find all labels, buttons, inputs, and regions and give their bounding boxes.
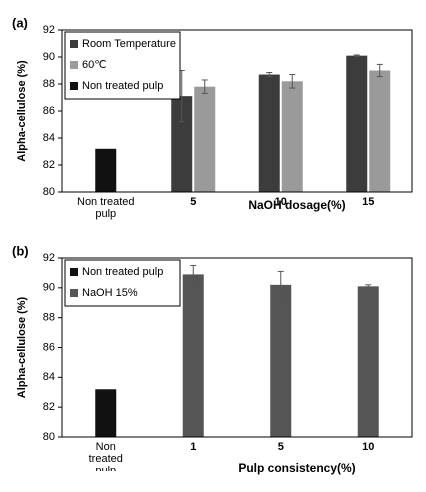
legend-box	[64, 31, 181, 100]
y-tick-label: 80	[43, 186, 55, 198]
y-tick-label: 84	[43, 132, 55, 144]
error-bar	[376, 63, 383, 78]
legend-box	[64, 259, 181, 307]
error-bar	[201, 79, 208, 94]
x-tick-label: Non treated pulp	[77, 196, 135, 220]
x-tick-label-box: Non treated pulp	[88, 441, 123, 471]
legend-label: NaOH 15%	[82, 287, 138, 299]
legend-label: Non treated pulp	[82, 266, 163, 278]
y-tick-label: 88	[43, 78, 55, 90]
x-tick-label: 5	[190, 196, 197, 208]
y-tick-label: 92	[43, 24, 55, 36]
x-axis-label: NaOH dosage(%)	[248, 198, 345, 212]
y-tick-label: 82	[43, 401, 55, 413]
x-tick-label: 10	[362, 441, 375, 453]
legend-swatch	[70, 40, 78, 48]
bar	[171, 96, 193, 192]
x-tick-label-box: 5	[277, 441, 284, 453]
y-tick-label: 84	[43, 371, 55, 383]
x-tick-label: 15	[362, 196, 375, 208]
y-tick-label: 90	[43, 51, 55, 63]
bar	[182, 274, 204, 437]
bar	[95, 389, 117, 437]
error-bar	[365, 284, 372, 289]
legend-label: Room Temperature	[82, 38, 176, 50]
legend-label: Non treated pulp	[82, 80, 163, 92]
legend-swatch	[70, 61, 78, 69]
x-tick-label-box: 10	[362, 441, 375, 453]
y-tick-label: 86	[43, 105, 55, 117]
x-tick-label: 10	[274, 196, 287, 208]
plot-frame	[61, 257, 413, 438]
y-axis-label: Alpha-cellulose (%)	[16, 60, 28, 162]
legend-swatch	[70, 82, 78, 90]
x-tick-label: 1	[190, 441, 197, 453]
x-tick-label-box: 15	[362, 196, 375, 208]
y-tick-label: 92	[43, 252, 55, 264]
y-tick-label: 86	[43, 341, 55, 353]
error-bar	[277, 270, 284, 299]
y-axis-label: Alpha-cellulose (%)	[16, 296, 28, 398]
y-tick-label: 80	[43, 431, 55, 443]
x-tick-label-box: Non treated pulp	[77, 196, 135, 220]
x-tick-label-box: 10	[274, 196, 287, 208]
panel-label: (a)	[12, 15, 28, 30]
x-tick-label-box: 5	[190, 196, 197, 208]
error-bar	[289, 74, 296, 89]
error-bar	[353, 54, 360, 57]
x-tick-label: 5	[277, 441, 284, 453]
bar	[369, 70, 391, 192]
error-bar	[190, 264, 197, 284]
panel-label: (b)	[12, 243, 29, 258]
legend-swatch	[70, 268, 78, 276]
bar	[281, 81, 303, 192]
error-bar	[266, 72, 273, 78]
y-tick-label: 88	[43, 312, 55, 324]
x-axis-label: Pulp consistency(%)	[238, 461, 355, 475]
legend-label: 60℃	[82, 59, 107, 71]
legend-swatch	[70, 289, 78, 297]
bar	[357, 286, 379, 437]
bar	[270, 284, 292, 437]
x-tick-label-box: 1	[190, 441, 197, 453]
y-tick-label: 90	[43, 282, 55, 294]
bar	[95, 148, 117, 192]
y-tick-label: 82	[43, 159, 55, 171]
bar	[258, 74, 280, 192]
plot-frame	[61, 29, 413, 193]
bar	[194, 86, 216, 192]
x-tick-label: Non treated pulp	[88, 441, 123, 471]
bar	[346, 55, 368, 193]
